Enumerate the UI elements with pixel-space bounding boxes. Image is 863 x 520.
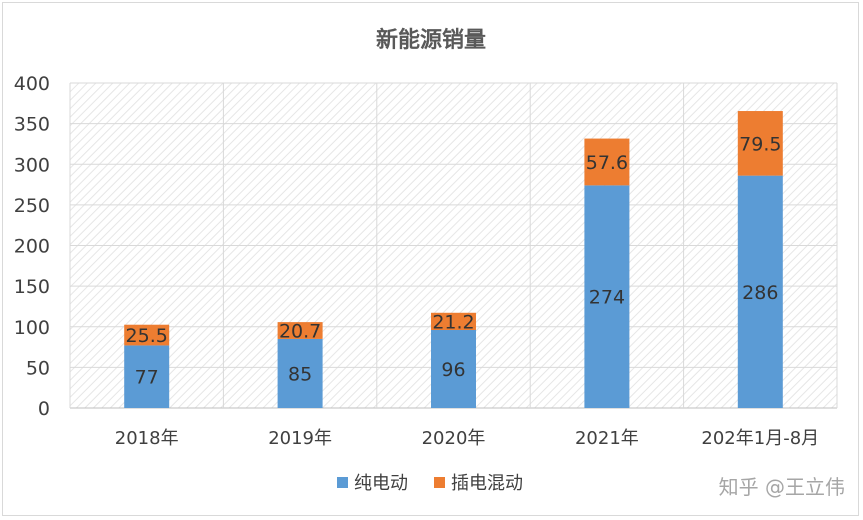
y-tick-label: 350 <box>14 114 50 136</box>
legend-label: 纯电动 <box>354 473 408 494</box>
data-label: 20.7 <box>279 321 321 343</box>
y-tick-label: 0 <box>38 398 50 420</box>
y-tick-label: 100 <box>14 317 50 339</box>
data-label: 274 <box>589 287 625 309</box>
y-tick-label: 150 <box>14 276 50 298</box>
chart-title: 新能源销量 <box>376 27 486 53</box>
bar-segment <box>124 324 170 346</box>
legend: 纯电动 插电混动 <box>337 473 523 494</box>
bar-segment <box>431 330 476 408</box>
x-tick-label: 2019年 <box>268 428 332 449</box>
x-tick-label: 2018年 <box>115 428 179 449</box>
data-label: 79.5 <box>739 133 781 155</box>
x-tick-label: 202年1月-8月 <box>701 428 819 449</box>
x-tick-label: 2021年 <box>575 428 639 449</box>
data-label: 85 <box>288 363 312 385</box>
legend-swatch <box>337 477 348 488</box>
x-tick-label: 2020年 <box>422 428 486 449</box>
watermark-text: 知乎 @王立伟 <box>719 475 845 499</box>
data-label: 25.5 <box>126 325 168 347</box>
bar-segment <box>737 175 783 408</box>
legend-swatch <box>434 477 445 488</box>
data-label: 57.6 <box>586 152 628 174</box>
data-labels: 77 25.5 85 20.7 96 21.2 274 57.6 286 79.5 <box>126 133 782 388</box>
bar-segment <box>431 312 476 330</box>
bar-segment <box>124 345 170 408</box>
bar-segment <box>584 185 630 408</box>
bar-segment <box>277 322 323 339</box>
y-tick-label: 200 <box>14 236 50 258</box>
bar-segment <box>584 138 630 186</box>
data-label: 286 <box>742 282 778 304</box>
bars <box>124 111 783 408</box>
data-label: 77 <box>135 367 159 389</box>
legend-label: 插电混动 <box>451 473 523 494</box>
y-tick-label: 300 <box>14 154 50 176</box>
y-tick-label: 50 <box>26 357 50 379</box>
y-tick-label: 250 <box>14 195 50 217</box>
bar-segment <box>277 338 323 408</box>
y-axis-ticks: 0 50 100 150 200 250 300 350 400 <box>14 73 50 420</box>
bar-segment <box>737 111 783 176</box>
data-label: 96 <box>441 359 465 381</box>
x-axis-ticks: 2018年 2019年 2020年 2021年 202年1月-8月 <box>115 428 819 449</box>
y-tick-label: 400 <box>14 73 50 95</box>
data-label: 21.2 <box>432 311 474 333</box>
